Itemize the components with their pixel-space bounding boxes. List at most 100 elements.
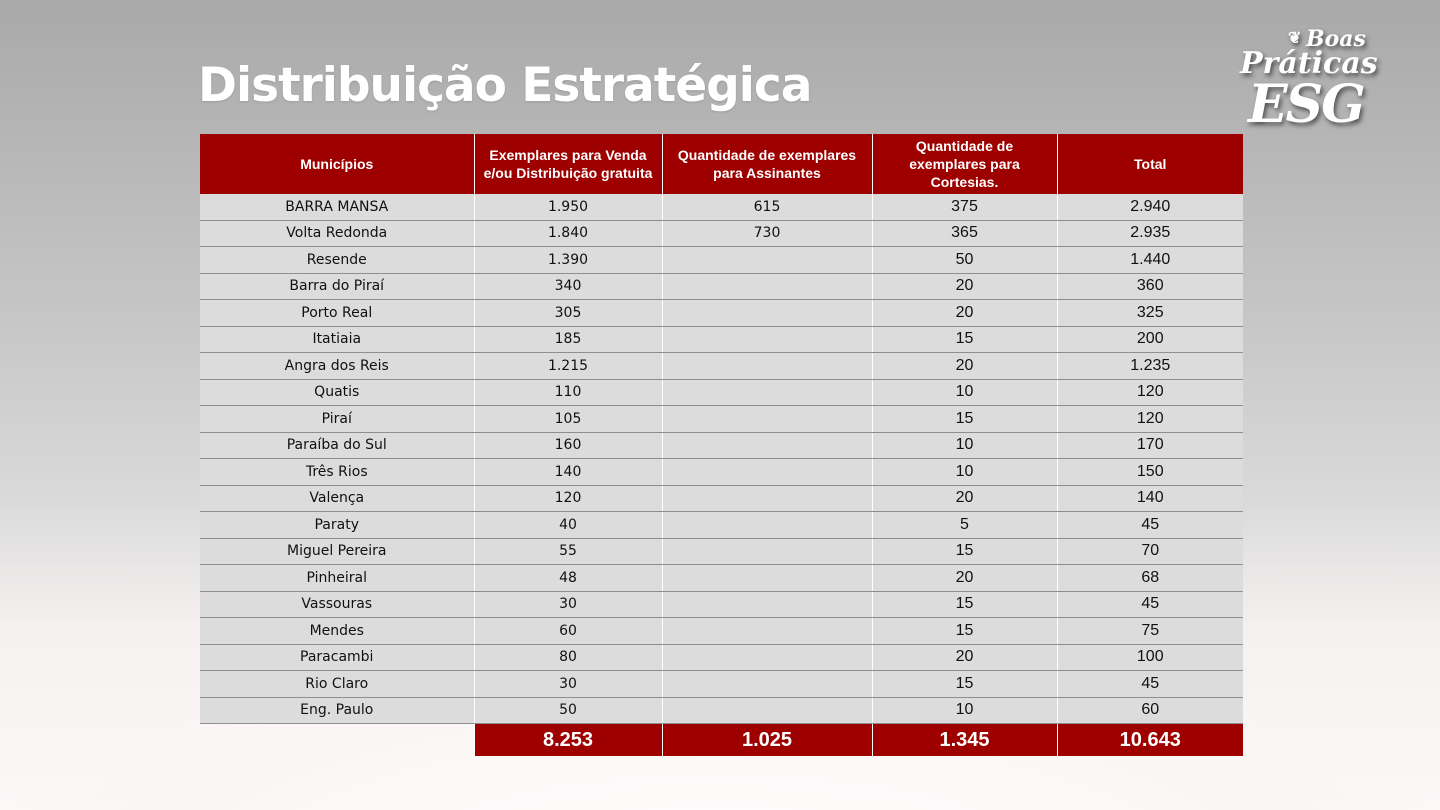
table-row: Paracambi 80 20 100 bbox=[200, 644, 1243, 671]
total-cell: 200 bbox=[1057, 326, 1243, 353]
table-row: Vassouras 30 15 45 bbox=[200, 591, 1243, 618]
cortesias-cell: 15 bbox=[872, 326, 1058, 353]
total-cell: 45 bbox=[1057, 591, 1243, 618]
total-cell: 325 bbox=[1057, 299, 1243, 327]
total-cell: 68 bbox=[1057, 564, 1243, 592]
totals-row: 8.253 1.025 1.345 10.643 bbox=[200, 723, 1243, 756]
page-title: Distribuição Estratégica bbox=[198, 58, 812, 113]
total-cell: 2.940 bbox=[1057, 194, 1243, 221]
venda-cell: 30 bbox=[474, 591, 663, 618]
table-row: Barra do Piraí 340 20 360 bbox=[200, 273, 1243, 300]
municipio-cell: Barra do Piraí bbox=[200, 273, 475, 300]
header-cortesias: Quantidade de exemplares para Cortesias. bbox=[872, 134, 1058, 194]
assinantes-cell bbox=[662, 591, 873, 618]
logo-line-3: ESG bbox=[1248, 74, 1366, 135]
venda-cell: 120 bbox=[474, 485, 663, 512]
venda-cell: 160 bbox=[474, 432, 663, 459]
table-row: Itatiaia 185 15 200 bbox=[200, 326, 1243, 353]
venda-cell: 40 bbox=[474, 511, 663, 539]
assinantes-cell: 615 bbox=[662, 194, 873, 221]
cortesias-cell: 365 bbox=[872, 220, 1058, 247]
municipio-cell: Itatiaia bbox=[200, 326, 475, 353]
cortesias-cell: 10 bbox=[872, 458, 1058, 486]
venda-cell: 48 bbox=[474, 564, 663, 592]
municipio-cell: Porto Real bbox=[200, 299, 475, 327]
venda-cell: 305 bbox=[474, 299, 663, 327]
table-row: Quatis 110 10 120 bbox=[200, 379, 1243, 406]
total-cell: 70 bbox=[1057, 538, 1243, 565]
assinantes-cell bbox=[662, 511, 873, 539]
cortesias-cell: 50 bbox=[872, 246, 1058, 274]
cortesias-cell: 15 bbox=[872, 617, 1058, 645]
venda-cell: 1.215 bbox=[474, 352, 663, 380]
total-cell: 1.440 bbox=[1057, 246, 1243, 274]
municipio-cell: Eng. Paulo bbox=[200, 697, 475, 724]
table-row: Pinheiral 48 20 68 bbox=[200, 564, 1243, 592]
assinantes-cell bbox=[662, 485, 873, 512]
logo-line-2: Práticas bbox=[1240, 46, 1378, 81]
table-row: Porto Real 305 20 325 bbox=[200, 299, 1243, 327]
assinantes-cell bbox=[662, 458, 873, 486]
logo-line-1: Boas bbox=[1306, 26, 1366, 52]
table-row: Mendes 60 15 75 bbox=[200, 617, 1243, 645]
table-row: Volta Redonda 1.840 730 365 2.935 bbox=[200, 220, 1243, 247]
cortesias-cell: 20 bbox=[872, 299, 1058, 327]
assinantes-cell bbox=[662, 326, 873, 353]
cortesias-cell: 20 bbox=[872, 352, 1058, 380]
assinantes-cell bbox=[662, 246, 873, 274]
municipio-cell: Paraíba do Sul bbox=[200, 432, 475, 459]
municipio-cell: Miguel Pereira bbox=[200, 538, 475, 565]
table-row: BARRA MANSA 1.950 615 375 2.940 bbox=[200, 194, 1243, 221]
municipio-cell: Mendes bbox=[200, 617, 475, 645]
cortesias-cell: 5 bbox=[872, 511, 1058, 539]
assinantes-cell bbox=[662, 538, 873, 565]
boas-praticas-esg-logo: ❦ Boas Práticas ESG bbox=[1232, 24, 1378, 135]
total-cell: 100 bbox=[1057, 644, 1243, 671]
cortesias-cell: 10 bbox=[872, 379, 1058, 406]
total-cell: 45 bbox=[1057, 511, 1243, 539]
venda-cell: 1.950 bbox=[474, 194, 663, 221]
total-cell: 150 bbox=[1057, 458, 1243, 486]
total-assinantes: 1.025 bbox=[662, 723, 873, 756]
venda-cell: 105 bbox=[474, 405, 663, 433]
total-cell: 60 bbox=[1057, 697, 1243, 724]
assinantes-cell: 730 bbox=[662, 220, 873, 247]
assinantes-cell bbox=[662, 644, 873, 671]
table-row: Paraíba do Sul 160 10 170 bbox=[200, 432, 1243, 459]
total-cell: 170 bbox=[1057, 432, 1243, 459]
venda-cell: 140 bbox=[474, 458, 663, 486]
table-row: Angra dos Reis 1.215 20 1.235 bbox=[200, 352, 1243, 380]
assinantes-cell bbox=[662, 273, 873, 300]
cortesias-cell: 375 bbox=[872, 194, 1058, 221]
assinantes-cell bbox=[662, 670, 873, 698]
venda-cell: 340 bbox=[474, 273, 663, 300]
municipio-cell: Resende bbox=[200, 246, 475, 274]
municipio-cell: Valença bbox=[200, 485, 475, 512]
venda-cell: 185 bbox=[474, 326, 663, 353]
municipio-cell: BARRA MANSA bbox=[200, 194, 475, 221]
cortesias-cell: 20 bbox=[872, 485, 1058, 512]
cortesias-cell: 20 bbox=[872, 644, 1058, 671]
municipio-cell: Paraty bbox=[200, 511, 475, 539]
municipio-cell: Pinheiral bbox=[200, 564, 475, 592]
municipio-cell: Angra dos Reis bbox=[200, 352, 475, 380]
municipio-cell: Piraí bbox=[200, 405, 475, 433]
total-cortesias: 1.345 bbox=[872, 723, 1058, 756]
cortesias-cell: 15 bbox=[872, 670, 1058, 698]
cortesias-cell: 20 bbox=[872, 273, 1058, 300]
table-row: Resende 1.390 50 1.440 bbox=[200, 246, 1243, 274]
table-row: Três Rios 140 10 150 bbox=[200, 458, 1243, 486]
distribution-table: Municípios Exemplares para Venda e/ou Di… bbox=[200, 134, 1243, 756]
table-row: Miguel Pereira 55 15 70 bbox=[200, 538, 1243, 565]
venda-cell: 30 bbox=[474, 670, 663, 698]
venda-cell: 80 bbox=[474, 644, 663, 671]
table-row: Valença 120 20 140 bbox=[200, 485, 1243, 512]
cortesias-cell: 10 bbox=[872, 697, 1058, 724]
venda-cell: 60 bbox=[474, 617, 663, 645]
table-header-row: Municípios Exemplares para Venda e/ou Di… bbox=[200, 134, 1243, 194]
header-venda-distribuicao: Exemplares para Venda e/ou Distribuição … bbox=[474, 134, 663, 194]
venda-cell: 1.390 bbox=[474, 246, 663, 274]
venda-cell: 55 bbox=[474, 538, 663, 565]
venda-cell: 50 bbox=[474, 697, 663, 724]
total-cell: 75 bbox=[1057, 617, 1243, 645]
